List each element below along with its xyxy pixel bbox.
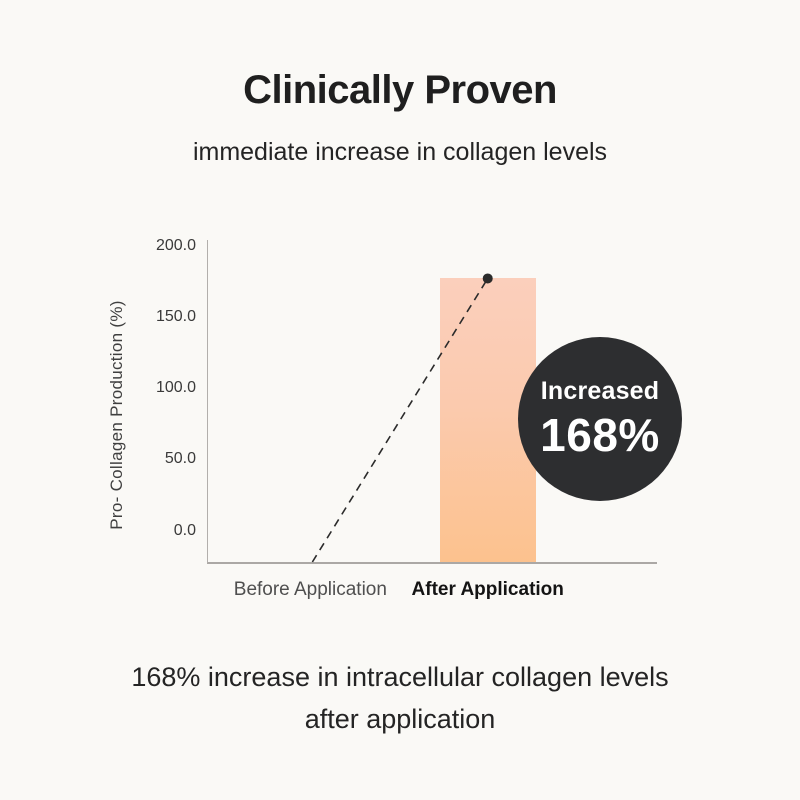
page-subtitle: immediate increase in collagen levels (192, 138, 608, 166)
y-tick-label: 0.0 (173, 521, 196, 539)
y-axis-title: Pro- Collagen Production (%) (107, 300, 126, 530)
badge-percentage: 168% (540, 408, 660, 461)
badge-label: Increased (540, 376, 660, 405)
caption-line-2: after application (304, 704, 496, 734)
caption-line-1: 168% increase in intracellular collagen … (131, 662, 669, 692)
x-label-after-application: After Application (411, 579, 564, 600)
bottom-caption: 168% increase in intracellular collagen … (0, 656, 800, 740)
y-tick-label: 200.0 (155, 236, 196, 254)
y-tick-label: 50.0 (164, 450, 196, 468)
increase-badge: Increased 168% (518, 337, 682, 501)
x-label-before-application: Before Application (233, 579, 387, 600)
trend-line-layer (311, 273, 493, 563)
dashed-trend-line (311, 278, 489, 563)
y-tick-label: 100.0 (155, 379, 196, 397)
data-point-dot (482, 273, 493, 284)
y-tick-label: 150.0 (155, 307, 196, 325)
page-title: Clinically Proven (243, 68, 557, 112)
